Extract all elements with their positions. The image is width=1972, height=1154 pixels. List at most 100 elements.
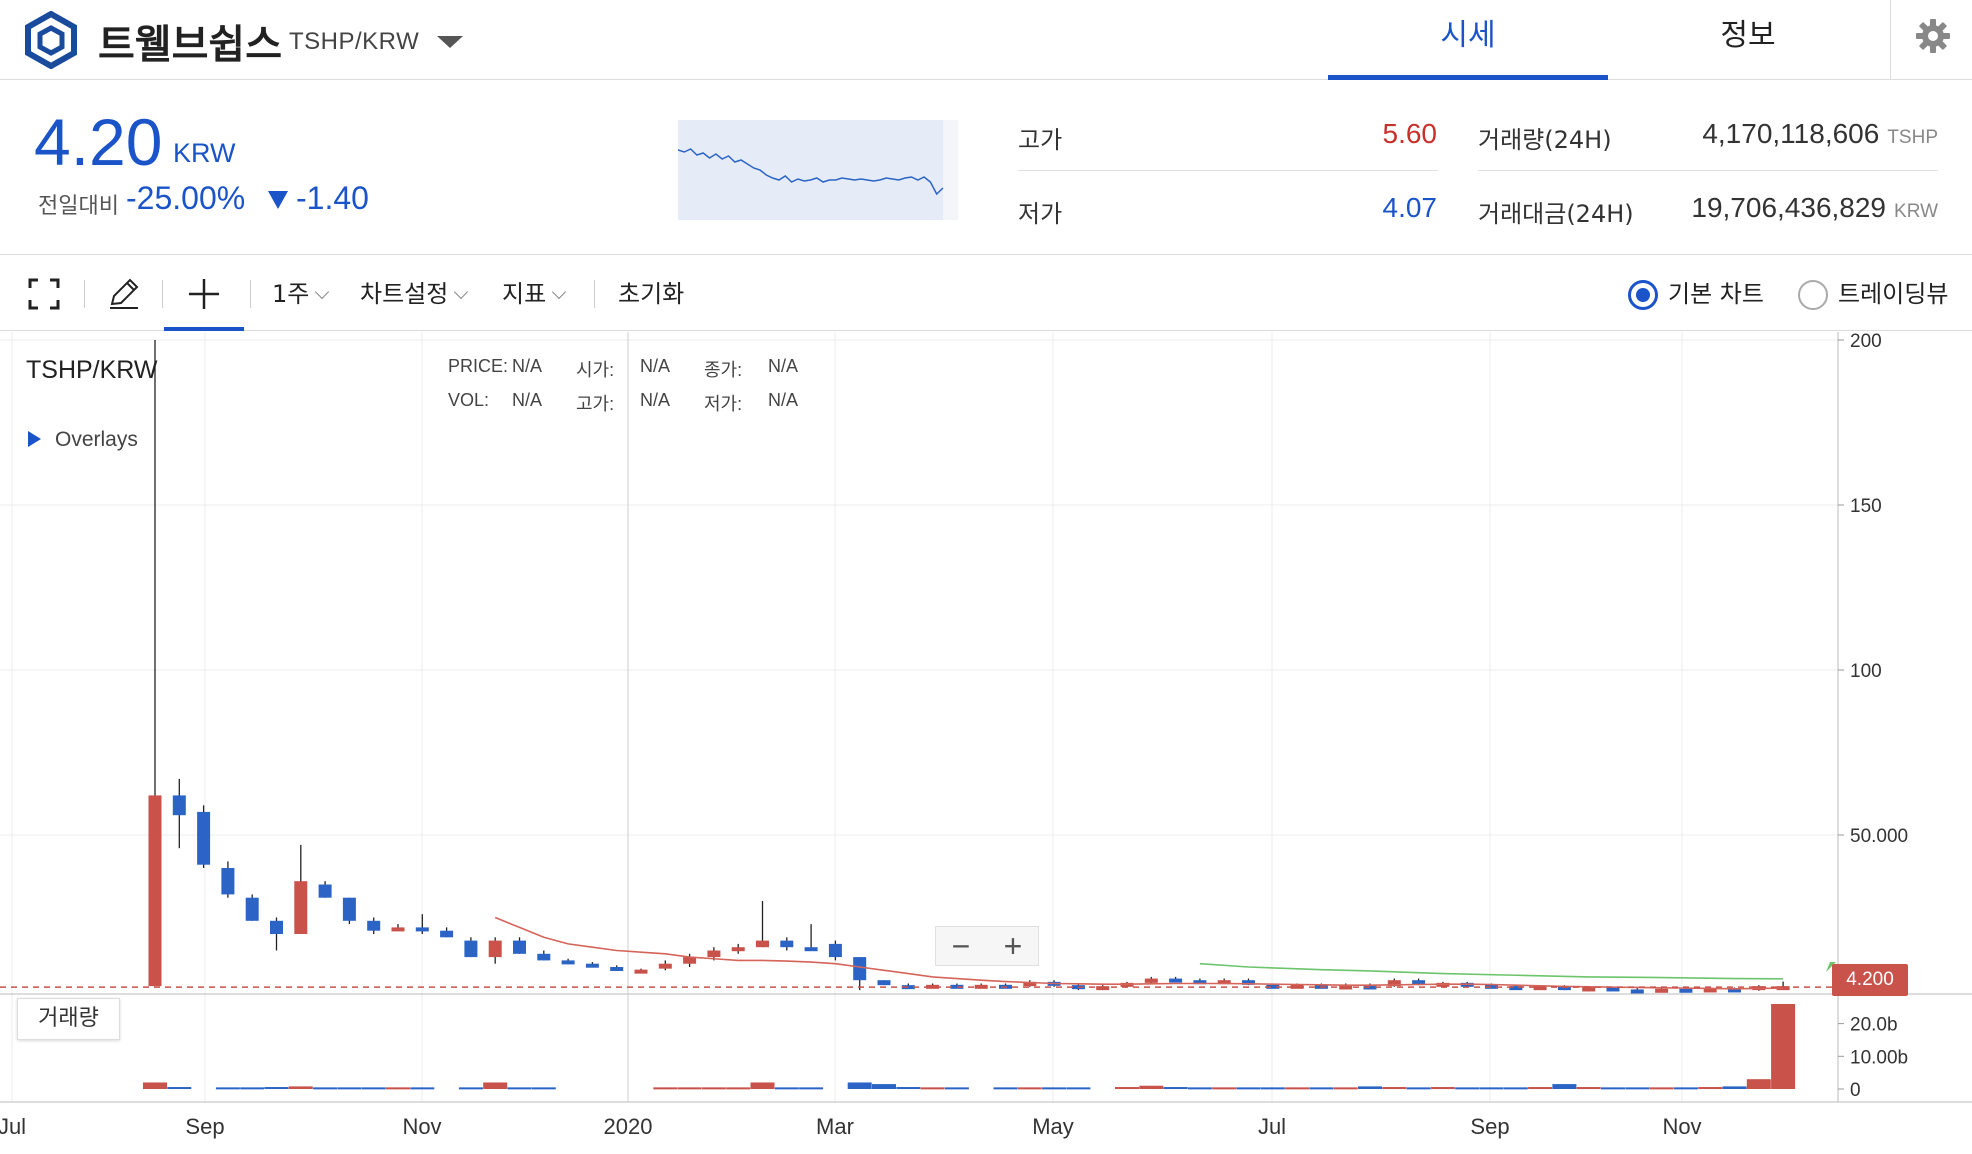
amount-label: 거래대금(24H) xyxy=(1478,200,1634,228)
radio-tradingview[interactable] xyxy=(1798,280,1828,310)
y-tick-label: 50.000 xyxy=(1850,826,1908,847)
volume-bar xyxy=(872,1084,896,1089)
volume-bar xyxy=(1260,1087,1285,1090)
candlestick-chart[interactable]: 200 150 100 50.000 20.0b 10.00b 0 Jul Sep Nov 2020… xyxy=(0,332,1972,1154)
crosshair-tool[interactable] xyxy=(164,256,244,331)
radio-basic-chart[interactable] xyxy=(1628,280,1658,310)
legend-high-value: N/A xyxy=(640,390,671,410)
x-tick-label: Nov xyxy=(402,1114,441,1139)
candle-body xyxy=(1679,988,1693,993)
volume-bar xyxy=(1746,1079,1771,1089)
candles xyxy=(148,340,1790,994)
volume-bar xyxy=(1528,1087,1553,1090)
volume-bar xyxy=(920,1087,945,1090)
volume-bar xyxy=(1722,1086,1747,1089)
volume-pane-label: 거래량 xyxy=(17,998,120,1040)
coin-name: 트웰브쉽스 xyxy=(98,22,282,68)
candle-body xyxy=(804,947,818,952)
toolbar-separator xyxy=(594,280,595,308)
volume-bar xyxy=(361,1087,386,1090)
volume-bar xyxy=(653,1087,678,1090)
tab-info[interactable]: 정보 xyxy=(1720,18,1776,53)
gear-icon xyxy=(1916,19,1950,53)
candle-body xyxy=(464,940,478,958)
candle-body xyxy=(415,927,429,932)
chart-canvas[interactable]: 200 150 100 50.000 20.0b 10.00b 0 Jul Sep Nov 2020… xyxy=(0,332,1972,1154)
candle-body xyxy=(1144,978,1158,983)
volume-bar xyxy=(1771,1004,1796,1089)
divider xyxy=(1478,170,1938,171)
interval-dropdown[interactable]: 1주 xyxy=(272,274,330,309)
tradingview-label[interactable]: 트레이딩뷰 xyxy=(1838,280,1949,308)
indicators-dropdown[interactable]: 지표 xyxy=(502,274,567,309)
volume-bar xyxy=(410,1087,435,1090)
volume-bar xyxy=(1698,1087,1723,1090)
volume-bar xyxy=(1212,1087,1237,1090)
overlays-label: Overlays xyxy=(55,428,138,451)
caret-down-icon[interactable] xyxy=(437,36,463,48)
candle-body xyxy=(1509,986,1523,991)
divider xyxy=(1018,170,1438,171)
chart-toolbar: 1주 차트설정 지표 초기화 기본 차트 트레이딩뷰 xyxy=(0,256,1972,331)
sparkline-chart xyxy=(678,120,958,220)
change-percent: -25.00% xyxy=(126,180,246,216)
volume-bar xyxy=(167,1087,192,1090)
chart-settings-dropdown[interactable]: 차트설정 xyxy=(360,274,469,309)
zoom-out-button[interactable]: − xyxy=(951,928,971,964)
x-tick-label: Sep xyxy=(1470,1114,1509,1139)
candle-body xyxy=(367,920,381,931)
volume-unit: TSHP xyxy=(1887,127,1938,148)
candle-body xyxy=(683,957,697,964)
candle-body xyxy=(172,795,186,816)
header-bar: 트웰브쉽스 TSHP/KRW 시세 정보 xyxy=(0,0,1972,80)
volume-bar xyxy=(750,1082,775,1089)
fullscreen-icon[interactable] xyxy=(28,278,60,310)
volume-bar xyxy=(1479,1087,1504,1090)
reset-button[interactable]: 초기화 xyxy=(618,280,685,308)
indicators-label: 지표 xyxy=(502,280,547,308)
chevron-down-icon xyxy=(552,284,567,300)
high-value: 5.60 xyxy=(1382,118,1438,149)
candle-body xyxy=(294,881,308,934)
volume-bar xyxy=(264,1087,289,1090)
volume-tick-label: 10.00b xyxy=(1850,1047,1908,1068)
settings-button[interactable] xyxy=(1890,0,1972,80)
candle-body xyxy=(197,811,211,865)
volume-bar xyxy=(1576,1087,1601,1090)
moving-averages xyxy=(0,916,1838,990)
candle-body xyxy=(901,985,915,990)
price-unit: KRW xyxy=(173,138,236,168)
x-tick-label: Sep xyxy=(185,1114,224,1139)
pencil-icon[interactable] xyxy=(106,276,142,312)
candle-body xyxy=(853,957,867,981)
volume-tick-label: 20.0b xyxy=(1850,1015,1898,1036)
x-tick-label: Nov xyxy=(1662,1114,1701,1139)
candle-body xyxy=(780,940,794,948)
tab-market[interactable]: 시세 xyxy=(1328,0,1608,80)
change-label: 전일대비 xyxy=(38,194,119,219)
candle-body xyxy=(1728,988,1741,993)
volume-bar xyxy=(1673,1087,1698,1090)
x-tick-label: 2020 xyxy=(604,1114,653,1139)
candle-body xyxy=(1533,986,1547,991)
volume-bar xyxy=(1042,1087,1067,1090)
volume-bar xyxy=(896,1087,921,1090)
candle-body xyxy=(561,960,575,965)
legend-close-value: N/A xyxy=(768,356,799,376)
volume-bar xyxy=(1358,1086,1382,1089)
chevron-down-icon xyxy=(454,284,469,300)
zoom-controls: − + xyxy=(935,926,1039,966)
zoom-in-button[interactable]: + xyxy=(1003,928,1023,964)
volume-value-row: 4,170,118,606 TSHP xyxy=(1640,118,1938,150)
candle-body xyxy=(828,943,842,958)
candle-body xyxy=(1217,980,1231,985)
upbit-logo-icon[interactable] xyxy=(22,11,80,69)
trading-pair: TSHP/KRW xyxy=(289,28,420,55)
candle-body xyxy=(610,967,624,971)
volume-bar xyxy=(1309,1087,1334,1090)
overlays-toggle[interactable]: Overlays xyxy=(28,428,138,452)
basic-chart-label[interactable]: 기본 차트 xyxy=(1668,280,1764,308)
volume-bar xyxy=(215,1087,240,1090)
candle-body xyxy=(342,897,356,921)
legend-close-label: 종가: xyxy=(704,360,743,380)
